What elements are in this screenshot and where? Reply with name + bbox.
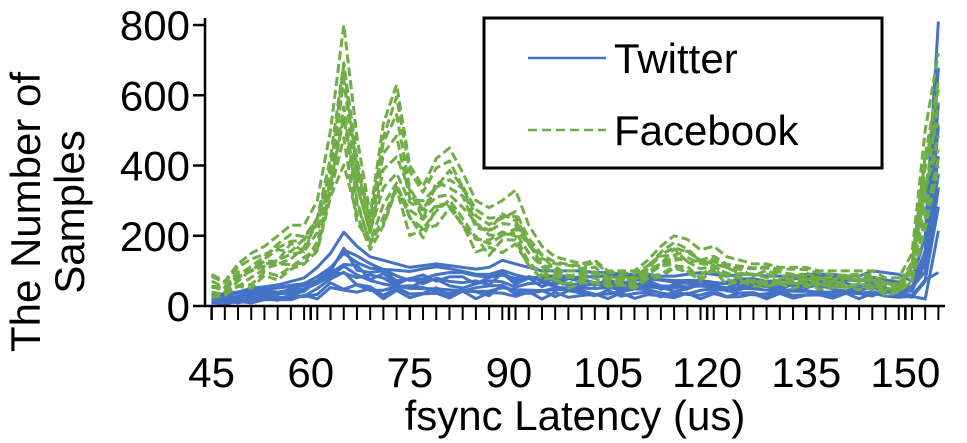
x-ticks: 45 60 75 90 105 120 135 150 xyxy=(188,306,940,396)
series-facebook xyxy=(210,23,940,299)
series-line xyxy=(211,230,940,306)
x-tick-label: 45 xyxy=(188,349,235,396)
series-line xyxy=(211,163,940,299)
x-tick-label: 120 xyxy=(672,349,742,396)
series-line xyxy=(210,23,940,283)
y-axis-title: The Number ofSamples xyxy=(2,72,93,352)
x-tick-label: 135 xyxy=(771,349,841,396)
series-layer xyxy=(210,21,940,306)
x-axis-title: fsync Latency (us) xyxy=(405,392,746,439)
x-tick-label: 150 xyxy=(870,349,940,396)
y-tick-label: 0 xyxy=(167,283,190,330)
y-tick-label: 200 xyxy=(120,213,190,260)
x-tick-label: 105 xyxy=(573,349,643,396)
legend-label-facebook: Facebook xyxy=(614,107,799,154)
x-tick-label: 90 xyxy=(486,349,533,396)
y-tick-label: 600 xyxy=(120,72,190,119)
legend-box xyxy=(482,16,884,170)
x-tick-label: 75 xyxy=(386,349,433,396)
legend: Twitter Facebook xyxy=(482,16,884,170)
legend-label-twitter: Twitter xyxy=(614,35,738,82)
x-tick-label: 60 xyxy=(287,349,334,396)
y-ticks: 0 200 400 600 800 xyxy=(120,2,205,330)
axes-layer: 45 60 75 90 105 120 135 150 0 200 400 600 800 xyxy=(120,2,945,396)
y-tick-label: 400 xyxy=(120,143,190,190)
y-tick-label: 800 xyxy=(120,2,190,49)
series-line xyxy=(210,61,940,286)
